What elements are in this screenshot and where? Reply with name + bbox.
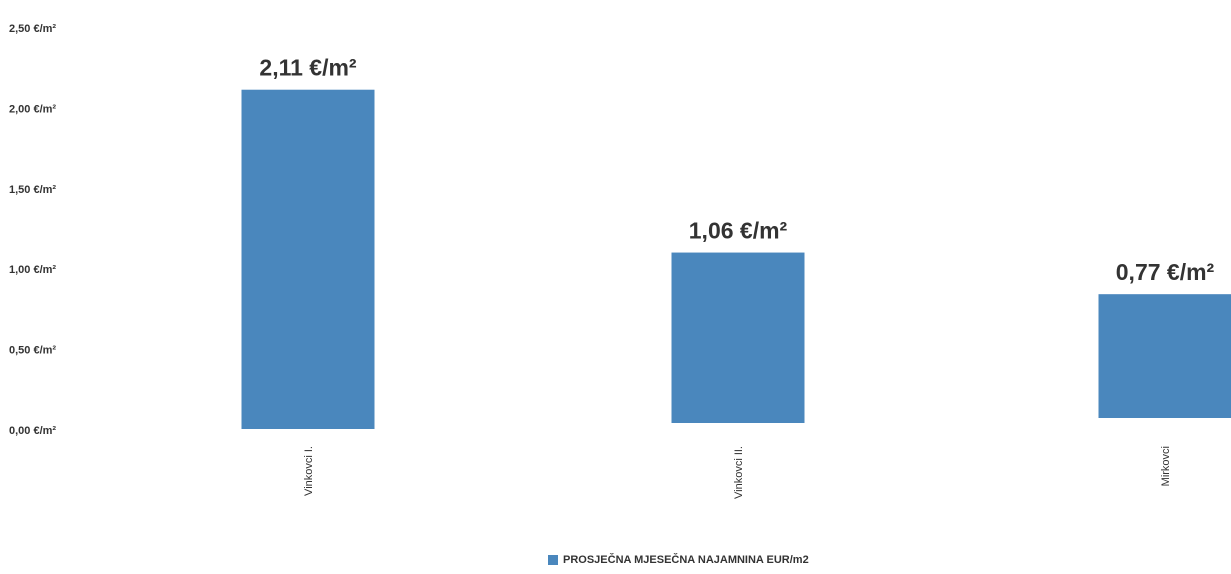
- legend-swatch: [548, 555, 558, 565]
- bar: [242, 90, 375, 429]
- y-tick-label: 2,50 €/m²: [9, 23, 56, 35]
- category-label: Vinkovci I.: [303, 446, 315, 496]
- y-tick-label: 1,00 €/m²: [9, 264, 56, 276]
- legend-label: PROSJEČNA MJESEČNA NAJAMNINA EUR/m2: [563, 554, 809, 566]
- y-tick-label: 0,00 €/m²: [9, 425, 56, 437]
- category-label: Mirkovci: [1160, 446, 1172, 486]
- data-label: 0,77 €/m²: [1116, 259, 1215, 285]
- bar: [672, 253, 805, 423]
- y-tick-label: 2,00 €/m²: [9, 103, 56, 115]
- data-label: 1,06 €/m²: [689, 218, 788, 244]
- bar: [1099, 294, 1231, 418]
- y-tick-label: 1,50 €/m²: [9, 184, 56, 196]
- y-tick-label: 0,50 €/m²: [9, 345, 56, 357]
- legend: PROSJEČNA MJESEČNA NAJAMNINA EUR/m2: [548, 554, 809, 566]
- data-label: 2,11 €/m²: [259, 55, 357, 81]
- category-label: Vinkovci II.: [733, 446, 745, 499]
